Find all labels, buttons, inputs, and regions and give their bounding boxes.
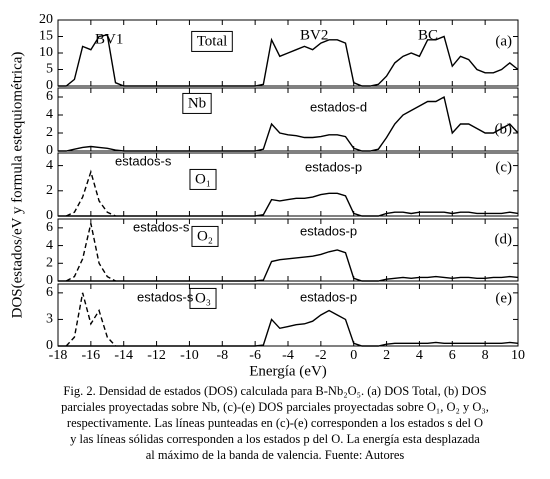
panel-tag: (c)	[495, 159, 512, 175]
panel-tag: (e)	[495, 290, 512, 306]
panel-tag: (d)	[495, 231, 513, 247]
y-tick-label: 6	[46, 285, 53, 300]
y-tick-label: 4	[46, 107, 53, 122]
x-tick-label: -18	[49, 348, 68, 363]
panel-label: Nb	[188, 95, 206, 111]
panel-label-box	[189, 168, 217, 190]
panel-label: O₂	[197, 228, 213, 244]
panel-label-box	[182, 92, 212, 114]
y-tick-label: 0	[46, 338, 53, 353]
panel-tag: (a)	[495, 33, 512, 49]
x-tick-label: 2	[383, 348, 390, 363]
x-tick-label: -8	[216, 348, 228, 363]
annotation: BV2	[300, 27, 328, 43]
y-tick-label: 2	[46, 125, 53, 140]
y-tick-label: 6	[46, 89, 53, 104]
x-tick-label: -10	[180, 348, 199, 363]
y-tick-label: 3	[46, 312, 53, 327]
panel-label: O₃	[195, 290, 211, 306]
y-tick-label: 2	[46, 256, 53, 271]
y-tick-label: 2	[46, 183, 53, 198]
line	[58, 309, 519, 347]
annotation: estados-p	[305, 159, 362, 174]
annotation: estados-s	[137, 289, 194, 304]
x-tick-label: 10	[511, 348, 525, 363]
panel-tag: (b)	[495, 121, 513, 137]
caption-line: respectivamente. Las líneas punteadas en…	[67, 416, 483, 430]
caption-line: Fig. 2. Densidad de estados (DOS) calcul…	[63, 384, 486, 398]
caption-line: y las líneas sólidas corresponden a los …	[70, 432, 480, 446]
dashed-line	[65, 169, 116, 217]
annotation: estados-p	[300, 289, 357, 304]
panel-label: Total	[197, 33, 228, 49]
y-tick-label: 4	[46, 238, 53, 253]
y-tick-label: 0	[46, 273, 53, 288]
y-tick-label: 20	[39, 12, 53, 27]
x-tick-label: -12	[147, 348, 166, 363]
x-tick-label: 6	[449, 348, 456, 363]
panel-label-box	[189, 287, 217, 309]
x-tick-label: -16	[82, 348, 101, 363]
y-tick-label: 4	[46, 158, 53, 173]
annotation: estados-s	[133, 219, 190, 234]
y-tick-label: 0	[46, 208, 53, 223]
annotation: estados-p	[300, 223, 357, 238]
annotation: BC	[418, 27, 438, 43]
panel-label-box	[191, 225, 219, 247]
y-tick-label: 6	[46, 220, 53, 235]
panel-frame	[57, 218, 519, 282]
caption-line: parciales proyectadas sobre Nb, (c)-(e) …	[61, 400, 489, 414]
dashed-line	[65, 223, 116, 282]
y-tick-label: 10	[39, 45, 53, 60]
y-tick-label: 0	[46, 78, 53, 93]
line	[58, 34, 519, 87]
x-tick-label: 8	[482, 348, 489, 363]
annotation: estados-d	[310, 99, 367, 114]
x-tick-label: -2	[315, 348, 327, 363]
x-tick-label: -4	[282, 348, 294, 363]
x-tick-label: 0	[350, 348, 357, 363]
y-tick-label: 5	[46, 62, 53, 77]
x-tick-label: 4	[416, 348, 423, 363]
y-axis-label: DOS(estados/eV y formula estequiométrica…	[9, 52, 25, 319]
caption-line: al máximo de la banda de valencia. Fuent…	[146, 448, 405, 462]
line	[58, 95, 519, 152]
y-tick-label: 0	[46, 143, 53, 158]
annotation: estados-s	[115, 153, 172, 168]
panel-label: O₁	[195, 171, 211, 187]
x-tick-label: -6	[249, 348, 261, 363]
y-tick-label: 15	[39, 29, 53, 44]
x-axis-label: Energía (eV)	[249, 363, 327, 379]
panel-frame	[57, 283, 519, 347]
annotation: BV1	[95, 31, 123, 47]
dashed-line	[65, 292, 117, 347]
panel-label-box	[191, 30, 233, 52]
x-tick-label: -14	[114, 348, 133, 363]
